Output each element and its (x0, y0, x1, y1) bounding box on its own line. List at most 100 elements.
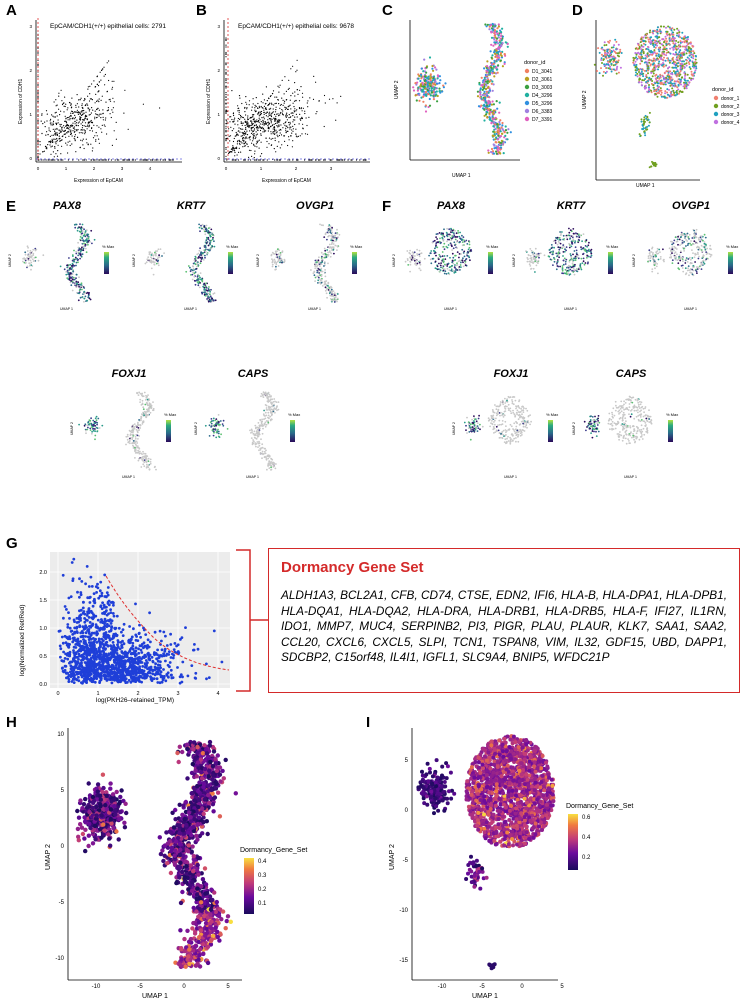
panel-d-cell (609, 50, 612, 53)
panel-d-cell (673, 63, 676, 66)
panel-d-cell (662, 75, 665, 78)
panel-a-point (52, 159, 54, 161)
panel-e-cell (210, 422, 213, 425)
legend-dot (713, 95, 719, 101)
panel-d-cell (679, 41, 682, 44)
panel-c-cell (478, 83, 481, 86)
panel-a-point (81, 127, 83, 129)
panel-b-point (258, 127, 260, 129)
panel-a-point (64, 105, 66, 108)
panel-a-point (87, 88, 89, 90)
panel-e-cell (336, 249, 338, 251)
panel-e-cell (149, 406, 151, 409)
panel-a-point (38, 159, 40, 161)
panel-a-point (74, 123, 76, 125)
panel-c-cell (493, 23, 496, 26)
panel-b-point (250, 128, 253, 130)
panel-a-point (94, 118, 96, 120)
panel-b-point (240, 115, 242, 118)
panel-c-cell (436, 77, 439, 80)
panel-c-cell (488, 116, 491, 119)
panel-d-cell (665, 32, 668, 35)
panel-d-cell (678, 45, 681, 48)
panel-d-cell (678, 51, 681, 53)
panel-e-cell (318, 281, 321, 284)
panel-e-cell (84, 291, 87, 294)
panel-c-cell (486, 115, 489, 119)
panel-b-point (272, 133, 274, 135)
panel-b-point (270, 122, 272, 124)
panel-a-point (83, 129, 85, 131)
panel-e-cell (150, 267, 153, 270)
panel-d-cell (650, 91, 653, 94)
panel-e-cell (326, 238, 328, 241)
panel-e-cell (95, 419, 98, 422)
panel-a-point (95, 113, 97, 115)
panel-d-cell (615, 40, 618, 43)
panel-b-point (359, 159, 361, 161)
panel-b-point (262, 131, 264, 133)
panel-b-point (234, 151, 236, 154)
panel-d-cell (674, 72, 677, 75)
panel-e-cell (87, 295, 90, 297)
panel-d-cell (617, 43, 620, 46)
panel-e-cell (273, 407, 276, 410)
panel-b-point (246, 134, 249, 136)
panel-e-cell (77, 261, 79, 264)
panel-a-point (57, 122, 59, 124)
panel-a-point (56, 137, 58, 140)
panel-d-cell (676, 65, 679, 68)
panel-a-point (52, 120, 55, 122)
panel-d-cell (667, 73, 670, 76)
panel-a-point (90, 112, 92, 114)
legend-dot (713, 103, 719, 109)
panel-e-cell (199, 247, 201, 250)
panel-e-cell (78, 248, 81, 251)
panel-a-point (87, 95, 89, 97)
panel-d-cell (609, 65, 612, 68)
panel-e-cell (333, 252, 335, 255)
panel-c-cell (483, 90, 486, 93)
panel-b-point (239, 140, 241, 142)
panel-a-point (72, 122, 74, 124)
panel-a-point (88, 100, 91, 102)
panel-a-point (81, 119, 84, 121)
panel-b-point (288, 114, 290, 116)
panel-e-cell (327, 251, 329, 254)
panel-e-cell (30, 261, 33, 264)
panel-a-point (42, 159, 44, 161)
panel-c-cell (488, 28, 491, 31)
panel-d-cell (663, 78, 665, 81)
panel-a-point (48, 140, 50, 143)
panel-d-cell (656, 81, 658, 84)
panel-d-cell (691, 74, 694, 77)
panel-b-point (295, 133, 297, 135)
panel-c-cell (501, 65, 504, 68)
panel-e-cell (141, 421, 144, 424)
panel-e-cell (209, 241, 212, 244)
panel-b-point (267, 119, 269, 121)
panel-b-point (230, 116, 232, 118)
panel-b-point (268, 143, 270, 145)
panel-e-cell (204, 424, 207, 427)
panel-b-point (288, 117, 290, 119)
panel-a-point (90, 98, 92, 100)
panel-c-cell (427, 75, 430, 78)
panel-e-cell (35, 248, 38, 251)
panel-b-point (229, 151, 231, 153)
panel-a-point (37, 156, 39, 158)
panel-a-point (91, 107, 93, 109)
panel-d-cell (642, 52, 645, 55)
panel-e-cell (330, 249, 333, 251)
panel-b-point (253, 128, 256, 130)
panel-b-point (289, 121, 291, 123)
panel-d-cell (672, 93, 675, 96)
panel-e-cell (155, 262, 158, 265)
panel-e-cell (91, 430, 93, 433)
panel-a-point (102, 116, 104, 118)
panel-c-cell (491, 28, 494, 31)
panel-e-cell (257, 435, 260, 438)
panel-b-point (265, 115, 267, 117)
panel-b-point (291, 129, 293, 131)
panel-e-gene-title: FOXJ1 (111, 368, 147, 380)
